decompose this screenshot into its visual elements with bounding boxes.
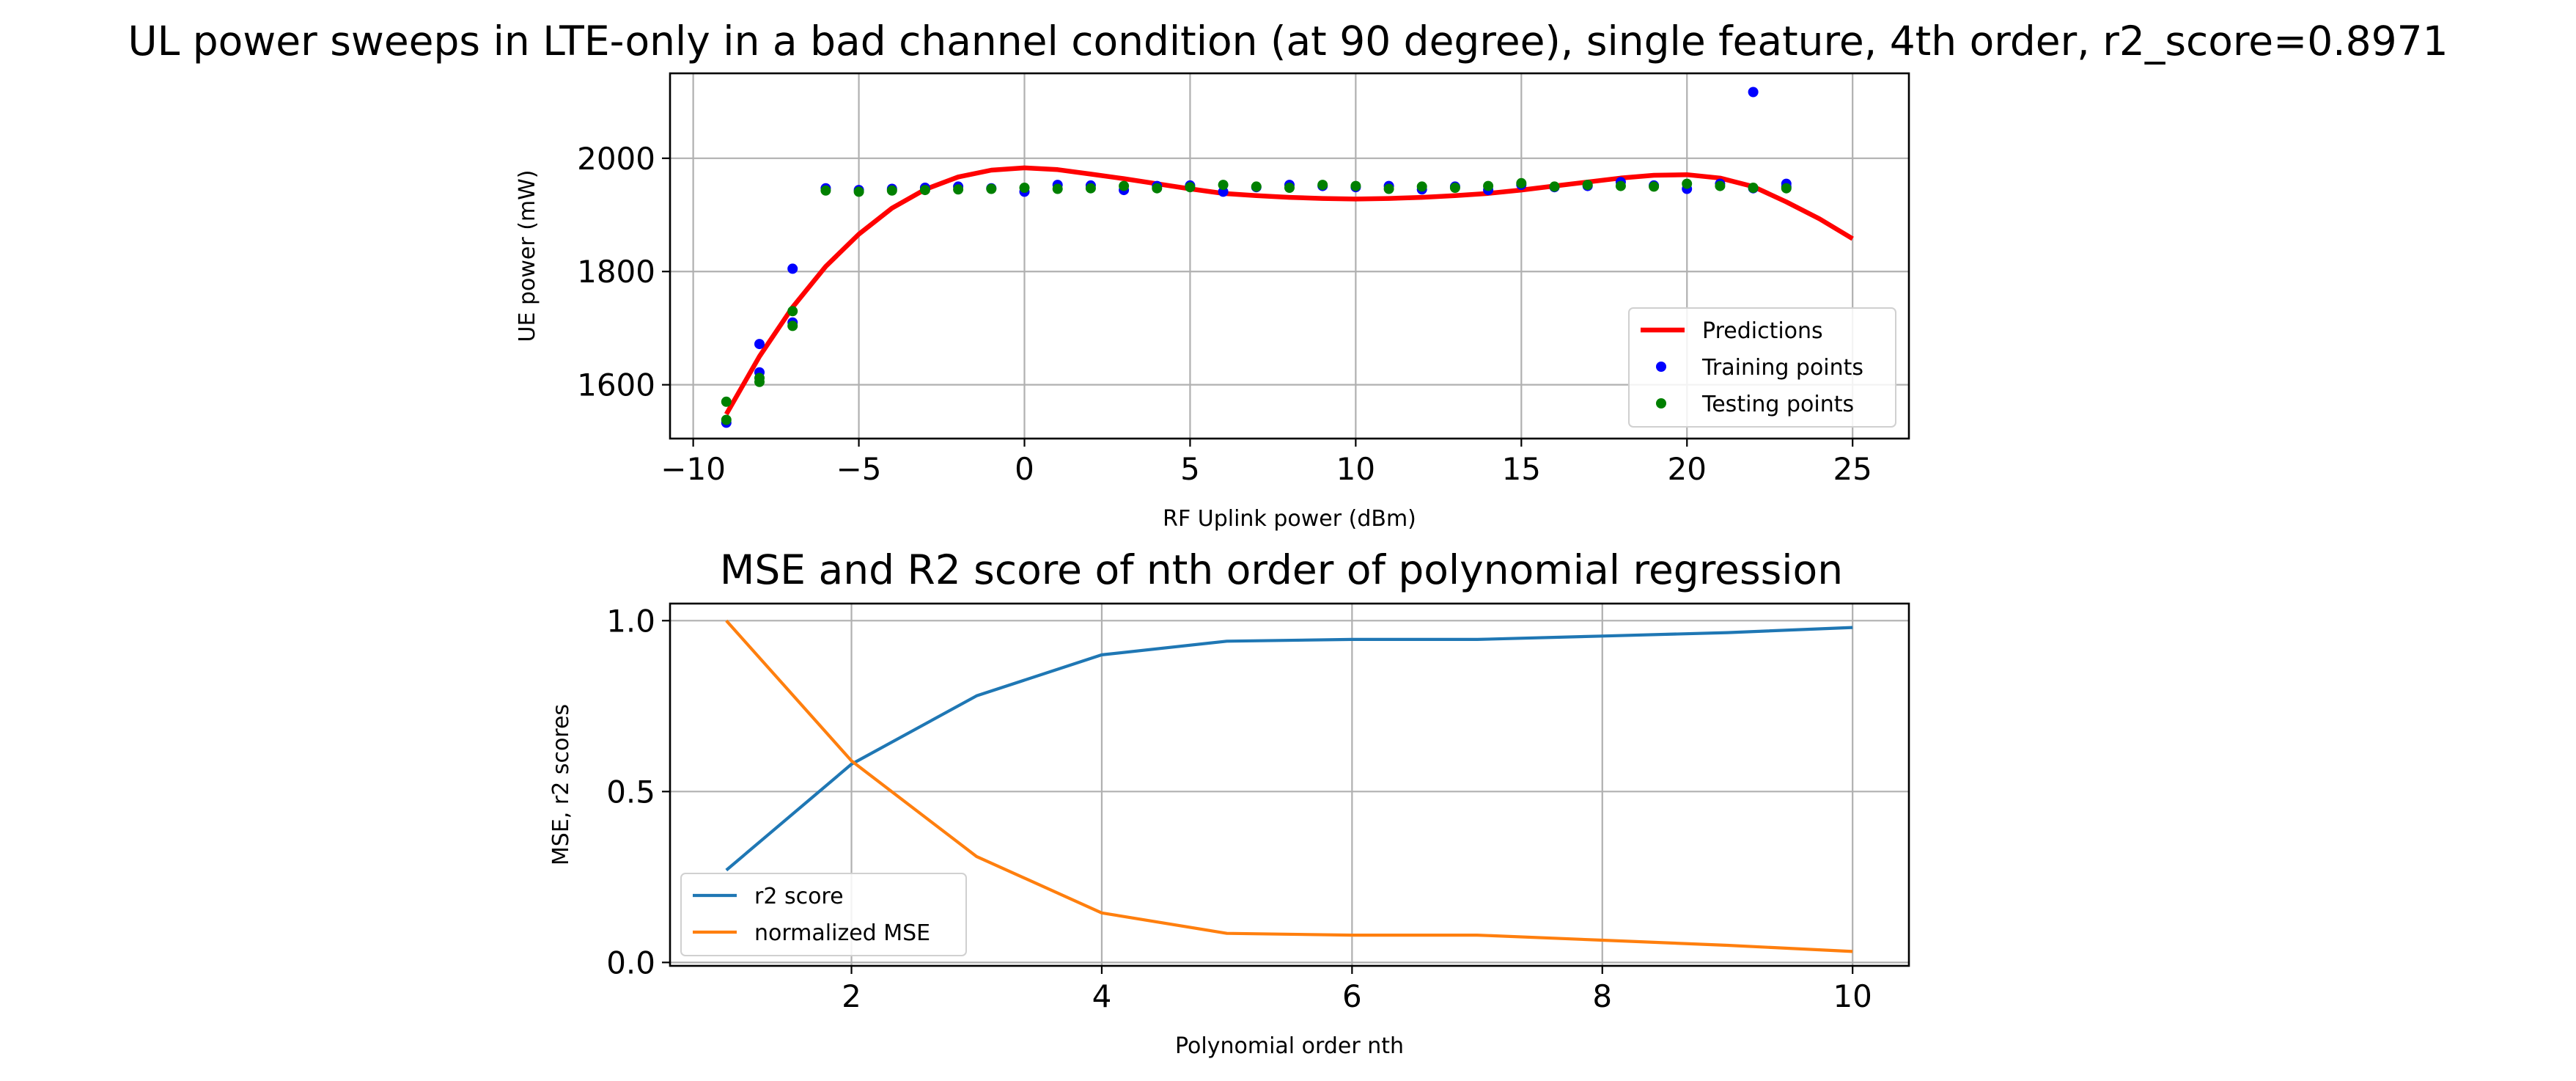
legend-entry: r2 score	[693, 884, 844, 909]
x-tick-label: 5	[1180, 451, 1200, 487]
testing-point	[1185, 182, 1196, 193]
y-tick-label: 1800	[577, 254, 655, 290]
legend-label: Predictions	[1702, 318, 1823, 344]
training-point	[1748, 87, 1759, 98]
testing-point	[1649, 181, 1660, 192]
y-tick-label: 1.0	[606, 603, 655, 639]
training-point	[787, 263, 798, 274]
testing-point	[1284, 183, 1295, 193]
x-axis-label: Polynomial order nth	[1175, 1033, 1404, 1059]
testing-point	[1615, 180, 1626, 191]
x-tick-label: 25	[1833, 451, 1872, 487]
testing-point	[1085, 183, 1096, 194]
testing-point	[1781, 183, 1792, 194]
r2-score-line	[725, 626, 1853, 872]
y-tick-label: 1600	[577, 367, 655, 403]
x-tick-label: 15	[1502, 451, 1541, 487]
legend-entry: Testing points	[1656, 392, 1854, 417]
testing-point	[1218, 180, 1229, 191]
x-tick-label: 6	[1342, 978, 1362, 1014]
plot-area	[721, 87, 1854, 428]
legend-marker	[1656, 362, 1666, 372]
testing-point	[1449, 183, 1460, 193]
y-tick-label: 0.0	[606, 945, 655, 981]
testing-point	[853, 186, 864, 197]
x-tick-label: −10	[660, 451, 726, 487]
testing-point	[1516, 177, 1527, 188]
legend-label: Testing points	[1701, 392, 1854, 417]
testing-point	[787, 306, 798, 317]
y-tick-label: 2000	[577, 141, 655, 177]
legend-entry: normalized MSE	[693, 920, 930, 946]
legend-label: normalized MSE	[754, 920, 930, 946]
testing-point	[1350, 180, 1361, 191]
legend-box	[1628, 307, 1896, 428]
legend-label: Training points	[1701, 355, 1863, 381]
normalized-mse-line	[725, 619, 1853, 953]
legend-label: r2 score	[754, 884, 844, 909]
y-tick-label: 0.5	[606, 774, 655, 810]
mse-r2-score-chart: 2 4 6 8 10 0.0 0.5 1.0 MSE and R2 score of nth o…	[548, 546, 1910, 1059]
legend-box	[680, 873, 967, 956]
testing-point	[754, 376, 765, 387]
x-tick-label: 2	[842, 978, 861, 1014]
ul-power-sweep-chart: −10 −5 0 5 10 15 20 25 1600 1800 2000 UL power swee…	[128, 18, 2448, 532]
testing-point	[1748, 183, 1759, 193]
plot-area	[725, 619, 1853, 953]
chart-title: UL power sweeps in LTE-only in a bad cha…	[128, 18, 2448, 65]
testing-point	[986, 183, 997, 194]
y-axis-label: MSE, r2 scores	[548, 704, 574, 865]
x-tick-label: 10	[1833, 978, 1872, 1014]
testing-point	[787, 320, 798, 331]
testing-point	[1682, 178, 1693, 189]
x-axis-label: RF Uplink power (dBm)	[1163, 506, 1416, 532]
testing-point	[1416, 181, 1427, 192]
x-tick-label: 0	[1015, 451, 1034, 487]
legend-entry: Training points	[1656, 355, 1863, 381]
testing-point	[919, 185, 930, 196]
training-point	[754, 339, 765, 350]
axes-frame	[669, 72, 1910, 440]
testing-point	[1383, 183, 1394, 194]
legend-marker	[1656, 398, 1666, 408]
testing-point	[1582, 180, 1593, 191]
testing-point	[886, 185, 897, 196]
testing-point	[1483, 180, 1494, 191]
testing-point	[820, 185, 831, 196]
y-axis-label: UE power (mW)	[515, 169, 540, 342]
testing-point	[1715, 180, 1726, 191]
testing-point	[1052, 183, 1063, 194]
chart-title: MSE and R2 score of nth order of polynom…	[720, 546, 1843, 593]
testing-point	[1019, 183, 1030, 193]
x-tick-label: −5	[836, 451, 882, 487]
x-tick-label: 8	[1592, 978, 1612, 1014]
testing-point	[1251, 181, 1262, 192]
testing-point	[1152, 183, 1163, 194]
testing-point	[1119, 180, 1130, 191]
prediction-curve	[724, 165, 1854, 416]
legend: Predictions Training points Testing points	[1628, 307, 1896, 428]
testing-point	[721, 396, 732, 407]
x-tick-label: 10	[1336, 451, 1375, 487]
testing-point	[953, 184, 964, 195]
testing-point	[721, 414, 732, 425]
axes-frame	[669, 602, 1910, 967]
x-tick-label: 20	[1668, 451, 1707, 487]
testing-point	[1317, 180, 1328, 191]
legend: r2 score normalized MSE	[680, 873, 967, 956]
x-tick-label: 4	[1092, 978, 1112, 1014]
legend-entry: Predictions	[1641, 318, 1823, 344]
testing-point	[1549, 181, 1560, 192]
